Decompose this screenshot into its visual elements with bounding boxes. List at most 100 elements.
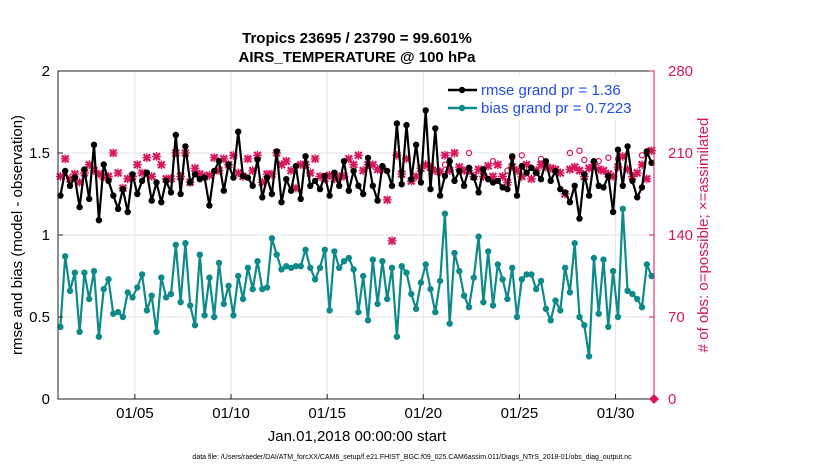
bias-point xyxy=(417,279,425,286)
obs-assimilated-marker xyxy=(286,166,296,175)
y-tick-label-left: 0 xyxy=(42,391,50,408)
bias-point xyxy=(533,285,540,293)
bias-point xyxy=(446,320,453,327)
rmse-point xyxy=(297,195,304,203)
obs-assimilated-marker xyxy=(450,148,459,158)
bias-point xyxy=(465,304,473,311)
bias-point xyxy=(263,284,271,291)
rmse-point xyxy=(191,171,199,178)
rmse-point xyxy=(513,192,521,199)
rmse-point xyxy=(460,182,468,189)
obs-assimilated-marker xyxy=(152,152,161,161)
bias-point xyxy=(244,264,252,271)
bias-point xyxy=(316,264,324,271)
rmse-point xyxy=(350,167,357,175)
obs-assimilated-marker xyxy=(281,156,291,166)
rmse-point xyxy=(302,153,309,160)
rmse-point xyxy=(95,217,103,224)
rmse-point xyxy=(364,154,372,162)
rmse-point xyxy=(143,169,151,176)
y-tick-label-right: 280 xyxy=(668,63,693,80)
rmse-point xyxy=(533,169,540,176)
bias-point xyxy=(581,322,588,329)
rmse-point xyxy=(388,182,396,189)
bias-point xyxy=(364,317,372,324)
bias-point xyxy=(345,254,352,262)
legend: rmse grand pr = 1.36 bias grand pr = 0.7… xyxy=(444,76,646,120)
grid xyxy=(58,71,654,399)
data-file-footer: data file: /Users/raeder/DAI/ATM_forcXX/… xyxy=(192,454,632,461)
obs-possible-marker xyxy=(581,156,588,164)
bias-point xyxy=(436,277,444,285)
rmse-point xyxy=(129,171,136,178)
axes: 01/05 01/10 01/15 01/20 01/25 01/30 0 0.5 1 1.5 2 0… xyxy=(29,63,693,422)
rmse-point xyxy=(509,153,516,160)
rmse-point xyxy=(504,185,511,193)
bias-point xyxy=(576,313,583,321)
bias-point xyxy=(61,253,69,260)
obs-assimilated-marker xyxy=(527,174,536,184)
bias-point xyxy=(441,210,449,217)
rmse-point xyxy=(355,182,362,189)
bias-point xyxy=(158,274,165,281)
bias-point xyxy=(456,267,463,275)
bias-point xyxy=(393,333,401,340)
obs-possible-marker xyxy=(605,154,612,161)
rmse-point xyxy=(206,202,213,209)
bias-point xyxy=(134,284,141,291)
bias-point xyxy=(148,292,155,299)
bias-point xyxy=(143,307,151,314)
rmse-point xyxy=(369,182,376,189)
rmse-point xyxy=(235,128,242,135)
bias-point xyxy=(259,285,266,293)
rmse-point xyxy=(182,143,189,150)
rmse-point xyxy=(331,169,338,176)
rmse-point xyxy=(263,174,271,181)
chart-subtitle: AIRS_TEMPERATURE @ 100 hPa xyxy=(239,49,477,66)
rmse-point xyxy=(326,192,333,199)
rmse-point xyxy=(100,161,107,168)
legend-box xyxy=(444,76,646,120)
bias-line xyxy=(59,207,653,358)
bias-point xyxy=(629,290,636,298)
rmse-point xyxy=(230,174,237,181)
rmse-point xyxy=(571,182,578,189)
obs-possible-marker xyxy=(518,152,526,159)
bias-point xyxy=(350,266,357,273)
rmse-point xyxy=(138,177,146,185)
bias-point xyxy=(460,292,468,299)
bias-point xyxy=(489,302,497,309)
legend-label-rmse: rmse grand pr = 1.36 xyxy=(481,82,621,99)
bias-point xyxy=(211,313,218,321)
rmse-point xyxy=(196,176,203,183)
bias-point xyxy=(287,264,295,271)
rmse-point xyxy=(249,182,256,189)
rmse-point xyxy=(76,203,83,211)
rmse-point xyxy=(441,172,449,180)
bias-point xyxy=(187,302,194,309)
rmse-point xyxy=(336,182,343,189)
rmse-point xyxy=(499,184,506,191)
rmse-point xyxy=(57,192,64,199)
bias-point xyxy=(235,272,242,280)
obs-assimilated-marker xyxy=(349,160,358,170)
rmse-point xyxy=(259,194,266,201)
bias-point xyxy=(398,263,405,270)
rmse-point xyxy=(561,189,569,196)
rmse-point xyxy=(605,172,612,180)
rmse-point xyxy=(162,177,170,185)
rmse-point xyxy=(557,185,564,193)
rmse-point xyxy=(148,197,155,204)
bias-point xyxy=(220,300,227,308)
bias-point xyxy=(499,276,506,283)
bias-point xyxy=(388,264,396,271)
x-tick-label: 01/10 xyxy=(212,405,250,422)
bias-point xyxy=(206,274,213,281)
bias-point xyxy=(475,233,482,240)
rmse-point xyxy=(316,185,324,193)
legend-marker-bias xyxy=(458,104,466,112)
rmse-point xyxy=(465,164,473,171)
obs-assimilated-marker xyxy=(387,236,397,246)
bias-point xyxy=(292,263,300,270)
obs-assimilated-marker xyxy=(156,160,166,170)
